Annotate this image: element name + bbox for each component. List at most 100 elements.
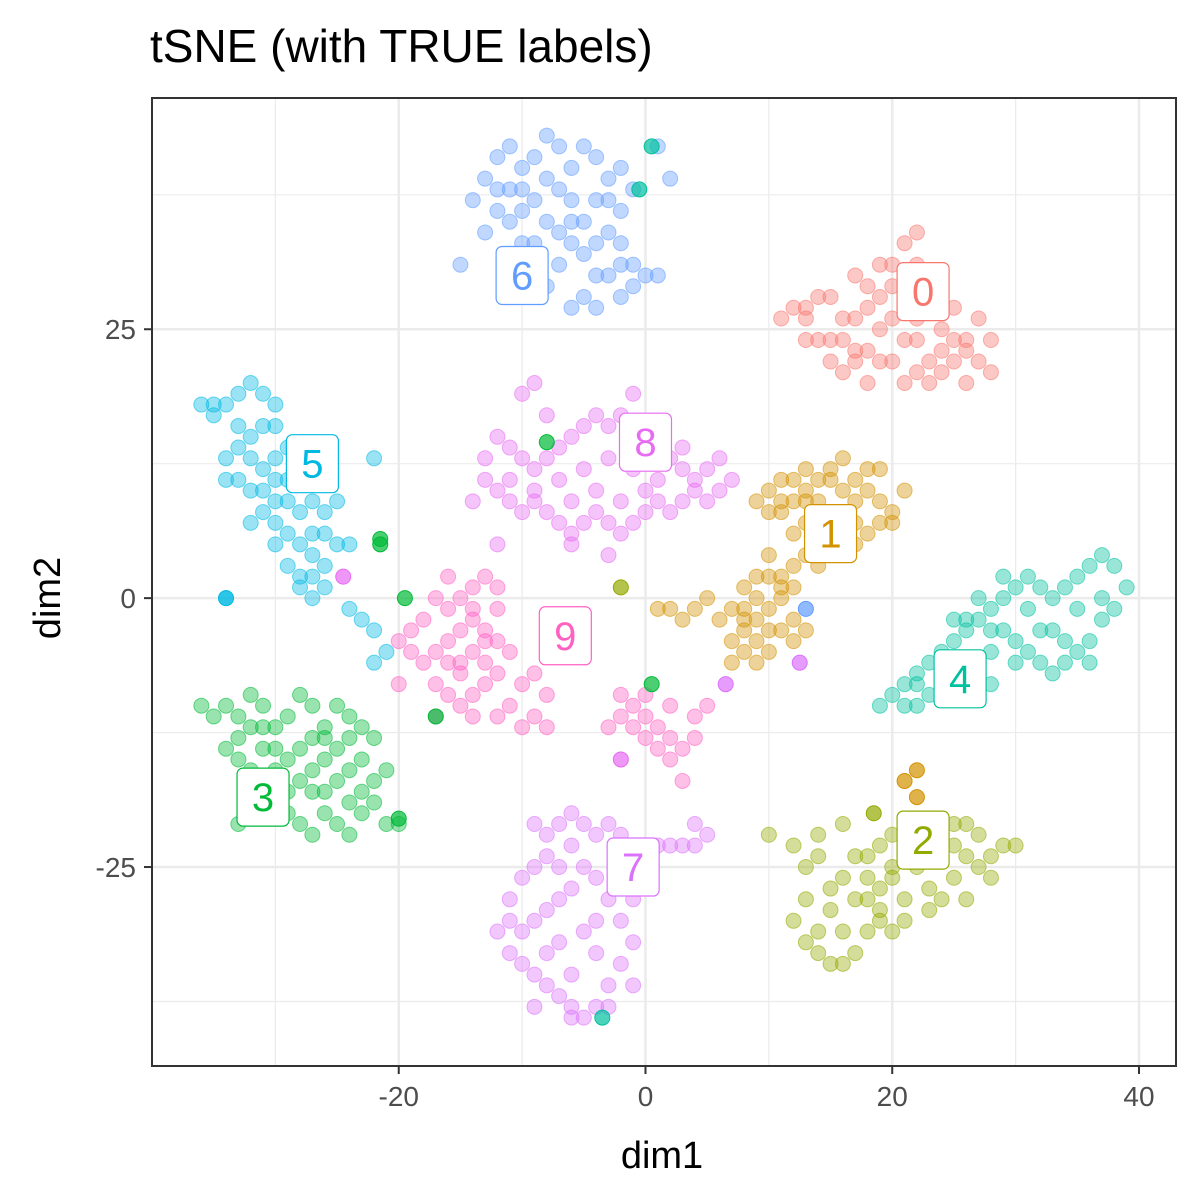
point-1 bbox=[773, 579, 790, 596]
x-tick-label: 0 bbox=[638, 1081, 654, 1112]
point-4 bbox=[871, 697, 888, 714]
point-6 bbox=[662, 170, 679, 187]
point-1 bbox=[760, 504, 777, 521]
series-3-points bbox=[193, 686, 407, 843]
point-9 bbox=[612, 686, 629, 703]
point-1 bbox=[760, 600, 777, 617]
point-1 bbox=[847, 471, 864, 488]
point-7 bbox=[538, 826, 555, 843]
point-3 bbox=[267, 719, 284, 736]
point-6 bbox=[477, 224, 494, 241]
point-4 bbox=[1056, 633, 1073, 650]
point-4 bbox=[1007, 579, 1024, 596]
point-8 bbox=[526, 482, 543, 499]
point-0 bbox=[982, 332, 999, 348]
point-4 bbox=[908, 697, 925, 714]
point-9 bbox=[452, 590, 469, 607]
point-9 bbox=[427, 643, 444, 660]
point-4 bbox=[631, 181, 648, 198]
point-0 bbox=[958, 332, 975, 348]
point-6 bbox=[600, 224, 617, 241]
point-0 bbox=[933, 364, 950, 381]
point-0 bbox=[896, 235, 913, 252]
point-4 bbox=[970, 611, 987, 628]
point-5 bbox=[255, 504, 272, 521]
point-4 bbox=[1044, 590, 1061, 607]
point-1 bbox=[760, 547, 777, 564]
point-8 bbox=[637, 482, 654, 499]
point-3 bbox=[427, 708, 444, 725]
point-0 bbox=[921, 375, 938, 392]
point-7 bbox=[717, 676, 734, 693]
point-2 bbox=[982, 848, 999, 865]
point-4 bbox=[1118, 579, 1135, 596]
point-9 bbox=[477, 568, 494, 585]
cluster-label-text: 4 bbox=[949, 658, 971, 702]
outlier-points bbox=[218, 138, 925, 1026]
point-5 bbox=[353, 611, 370, 628]
point-9 bbox=[427, 590, 444, 607]
point-3 bbox=[538, 434, 555, 451]
point-3 bbox=[341, 729, 358, 746]
point-7 bbox=[538, 848, 555, 865]
point-6 bbox=[588, 149, 605, 166]
point-2 bbox=[1007, 837, 1024, 854]
point-3 bbox=[353, 719, 370, 736]
point-5 bbox=[205, 396, 222, 413]
point-6 bbox=[452, 256, 469, 273]
point-0 bbox=[908, 332, 925, 348]
point-3 bbox=[341, 794, 358, 811]
point-1 bbox=[785, 493, 802, 510]
point-8 bbox=[477, 450, 494, 467]
point-2 bbox=[797, 934, 814, 951]
point-4 bbox=[1069, 600, 1086, 617]
point-6 bbox=[538, 170, 555, 187]
point-0 bbox=[982, 364, 999, 381]
point-1 bbox=[736, 579, 753, 596]
cluster-label-4: 4 bbox=[933, 649, 987, 709]
point-8 bbox=[575, 514, 592, 531]
point-8 bbox=[625, 385, 642, 402]
point-0 bbox=[970, 353, 987, 370]
point-6 bbox=[464, 192, 481, 209]
panel-background bbox=[152, 98, 1176, 1066]
point-4 bbox=[1056, 579, 1073, 596]
point-4 bbox=[594, 1009, 611, 1026]
point-5 bbox=[316, 579, 333, 596]
point-1 bbox=[797, 461, 814, 478]
point-8 bbox=[662, 504, 679, 521]
point-8 bbox=[501, 471, 518, 488]
point-7 bbox=[612, 912, 629, 929]
point-1 bbox=[760, 482, 777, 499]
point-9 bbox=[649, 740, 666, 757]
point-7 bbox=[551, 934, 568, 951]
point-4 bbox=[982, 600, 999, 617]
point-8 bbox=[649, 493, 666, 510]
point-7 bbox=[514, 869, 531, 886]
point-4 bbox=[896, 676, 913, 693]
point-9 bbox=[625, 697, 642, 714]
cluster-label-text: 2 bbox=[912, 819, 934, 863]
point-3 bbox=[329, 740, 346, 757]
cluster-label-0: 0 bbox=[896, 262, 950, 322]
point-6 bbox=[538, 127, 555, 144]
point-4 bbox=[1032, 654, 1049, 671]
point-4 bbox=[1081, 654, 1098, 671]
point-0 bbox=[908, 224, 925, 241]
point-8 bbox=[637, 504, 654, 521]
cluster-label-3: 3 bbox=[236, 767, 290, 827]
point-5 bbox=[366, 654, 383, 671]
point-6 bbox=[612, 288, 629, 305]
point-7 bbox=[526, 859, 543, 876]
point-1 bbox=[748, 654, 765, 671]
point-1 bbox=[859, 482, 876, 499]
point-0 bbox=[859, 342, 876, 359]
y-axis-title: dim2 bbox=[27, 557, 69, 639]
point-0 bbox=[884, 353, 901, 370]
point-1 bbox=[649, 600, 666, 617]
point-1 bbox=[748, 633, 765, 650]
point-6 bbox=[563, 235, 580, 252]
point-5 bbox=[304, 568, 321, 585]
